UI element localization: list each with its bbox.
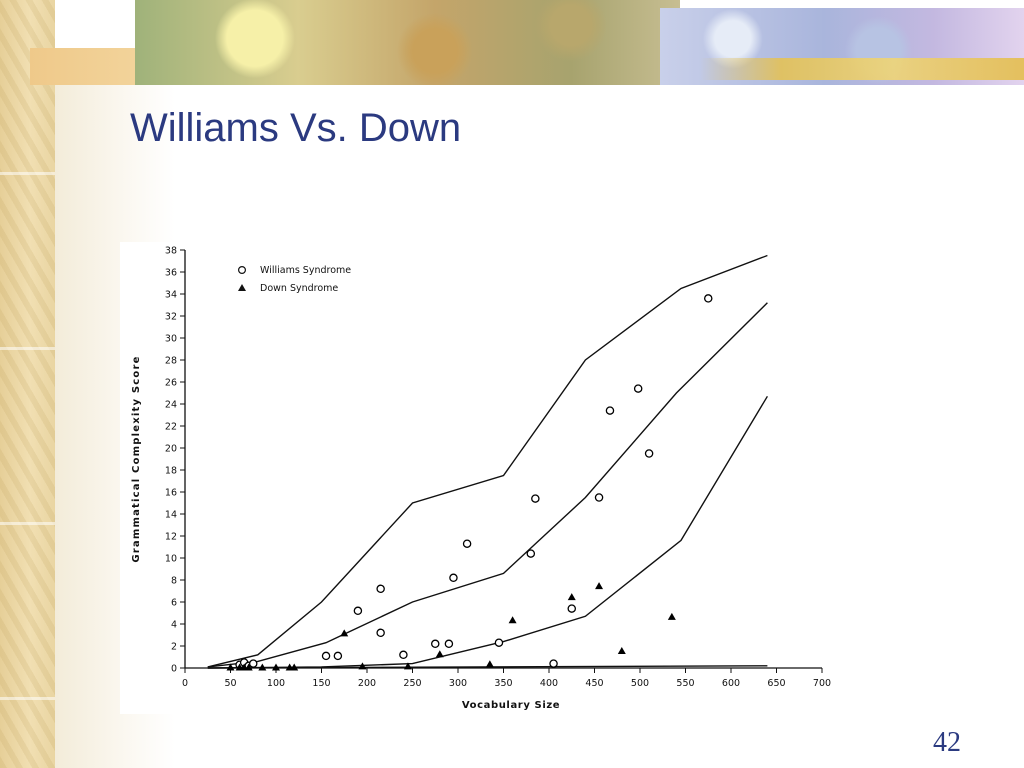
down-point xyxy=(340,629,349,637)
slide-title: Williams Vs. Down xyxy=(130,106,462,150)
x-tick-label: 500 xyxy=(631,678,649,689)
x-tick-label: 150 xyxy=(312,678,330,689)
williams-point xyxy=(567,604,576,613)
down-point xyxy=(272,663,280,671)
down-point xyxy=(290,663,299,671)
y-tick-label: 8 xyxy=(171,576,177,587)
reference-lines xyxy=(207,254,769,669)
williams-point xyxy=(549,659,558,668)
williams-point xyxy=(594,493,604,502)
x-tick-label: 200 xyxy=(358,678,376,689)
legend-label-down: Down Syndrome xyxy=(260,283,338,294)
williams-point xyxy=(644,449,654,458)
williams-point xyxy=(353,606,363,616)
williams-point xyxy=(494,638,504,647)
williams-point xyxy=(526,549,536,558)
williams-point xyxy=(321,651,331,661)
reference-line xyxy=(207,254,768,668)
williams-point xyxy=(430,639,440,649)
x-tick-label: 300 xyxy=(449,678,467,689)
legend-marker-down xyxy=(238,284,246,291)
legend-label-williams: Williams Syndrome xyxy=(260,265,351,276)
williams-point xyxy=(248,659,258,668)
x-axis-label: Vocabulary Size xyxy=(462,700,560,711)
down-point xyxy=(595,582,604,590)
y-tick-label: 34 xyxy=(165,290,177,301)
williams-point xyxy=(444,639,454,649)
y-tick-label: 32 xyxy=(165,312,177,323)
y-tick-label: 12 xyxy=(165,532,177,543)
y-tick-label: 26 xyxy=(165,378,177,389)
decorative-left-strip xyxy=(0,0,55,768)
x-tick-label: 650 xyxy=(767,678,785,689)
williams-point xyxy=(633,384,643,393)
williams-point xyxy=(376,584,385,594)
legend-marker-williams xyxy=(237,266,246,275)
y-tick-label: 20 xyxy=(165,444,177,455)
legend: Williams Syndrome Down Syndrome xyxy=(237,265,351,294)
down-point xyxy=(244,663,253,671)
y-tick-label: 18 xyxy=(165,466,177,477)
banner-leaf-image xyxy=(135,0,680,85)
down-point xyxy=(617,647,626,654)
x-tick-label: 700 xyxy=(813,678,831,689)
data-points xyxy=(226,294,713,671)
x-tick-label: 50 xyxy=(224,678,236,689)
y-tick-label: 38 xyxy=(165,246,177,257)
williams-point xyxy=(531,494,540,503)
y-tick-label: 16 xyxy=(165,488,177,499)
x-tick-label: 250 xyxy=(403,678,421,689)
scatter-chart: 0 2 4 6 8 10 12 14 16 18 20 22 24 26 28 30 32 34 36 38 0 50 1… xyxy=(120,242,832,714)
williams-point xyxy=(333,651,343,661)
reference-line xyxy=(207,302,768,668)
x-tick-label: 600 xyxy=(722,678,740,689)
williams-point xyxy=(605,406,615,415)
down-point xyxy=(226,663,235,671)
williams-point xyxy=(462,539,472,548)
banner-gold-band xyxy=(700,58,1024,80)
x-tick-label: 100 xyxy=(267,678,285,689)
y-tick-label: 30 xyxy=(165,334,177,345)
y-tick-label: 28 xyxy=(165,356,177,367)
y-tick-label: 24 xyxy=(165,400,177,411)
x-tick-label: 550 xyxy=(676,678,694,689)
x-tick-label: 450 xyxy=(585,678,603,689)
y-axis-label: Grammatical Complexity Score xyxy=(131,355,142,562)
williams-point xyxy=(399,650,408,660)
y-tick-label: 14 xyxy=(165,510,177,521)
y-tick-label: 2 xyxy=(171,642,177,653)
y-tick-label: 4 xyxy=(171,620,177,631)
x-tick-label: 0 xyxy=(182,678,188,689)
y-tick-label: 36 xyxy=(165,268,177,279)
y-tick-label: 10 xyxy=(165,554,177,565)
x-tick-label: 400 xyxy=(540,678,558,689)
williams-point xyxy=(449,573,458,583)
y-tick-label: 0 xyxy=(171,664,177,675)
williams-point xyxy=(704,294,713,303)
down-point xyxy=(667,612,676,620)
x-tick-label: 350 xyxy=(494,678,512,689)
down-point xyxy=(258,663,267,671)
y-tick-label: 6 xyxy=(171,598,177,609)
down-point xyxy=(567,593,576,601)
decorative-top-banner xyxy=(0,0,1024,85)
williams-point xyxy=(376,628,385,638)
down-point xyxy=(485,660,494,668)
down-point xyxy=(435,650,444,658)
y-tick-label: 22 xyxy=(165,422,177,433)
down-point xyxy=(358,662,367,670)
down-point xyxy=(508,616,517,624)
x-axis-ticks: 0 50 100 150 200 250 300 350 400 450 500 550 600 650 7… xyxy=(182,668,831,689)
page-number: 42 xyxy=(933,727,961,758)
down-point xyxy=(403,662,412,670)
